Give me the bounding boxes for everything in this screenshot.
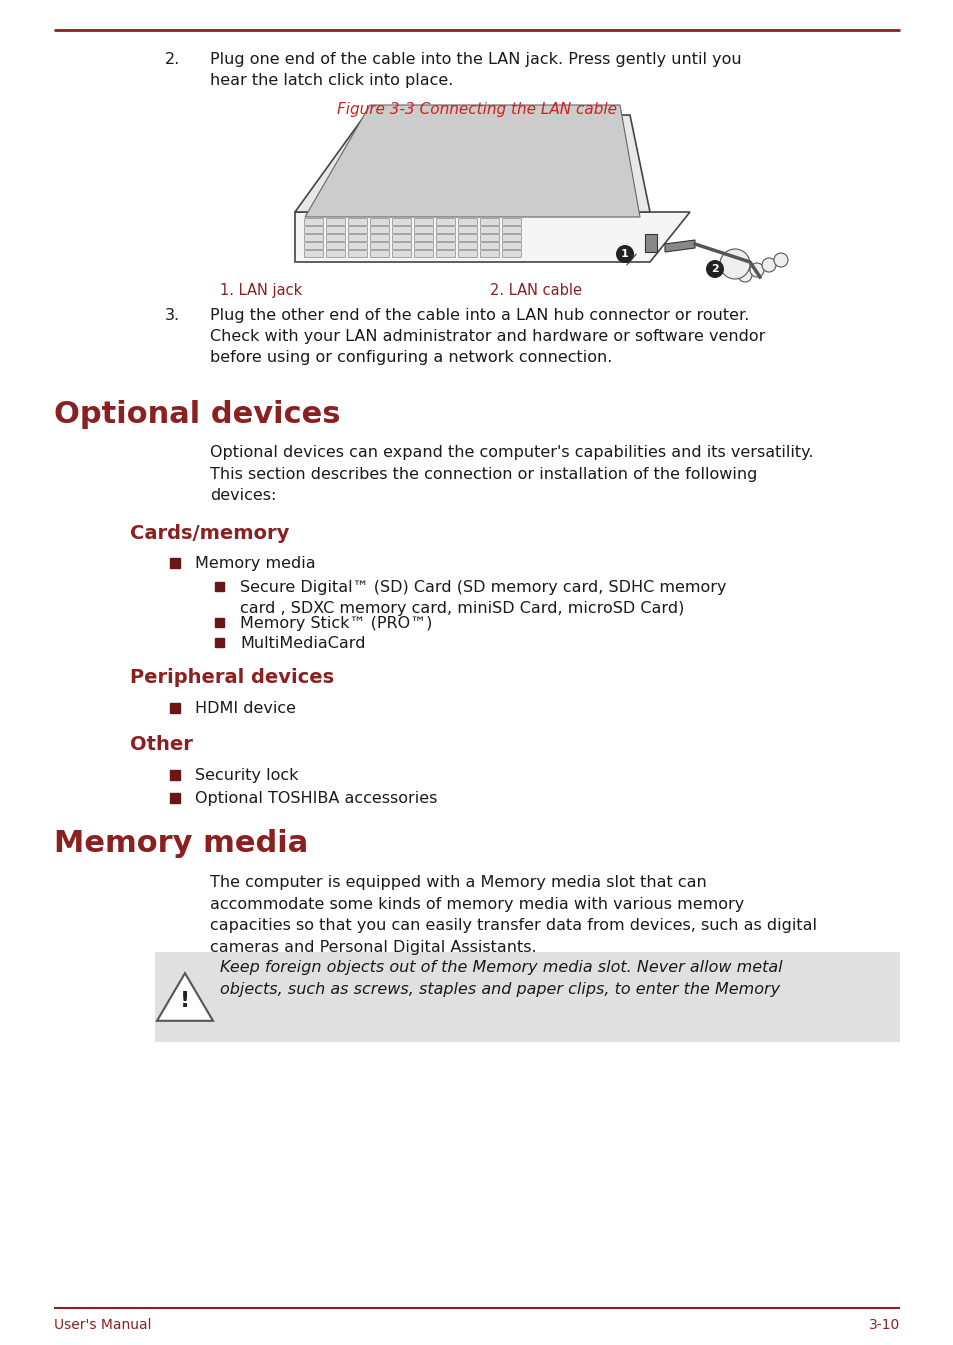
Circle shape: [720, 249, 749, 278]
Text: 1: 1: [620, 249, 628, 260]
FancyBboxPatch shape: [480, 226, 499, 234]
FancyBboxPatch shape: [458, 250, 477, 257]
FancyBboxPatch shape: [392, 234, 411, 242]
Text: Memory Stick™ (PRO™): Memory Stick™ (PRO™): [240, 616, 432, 631]
Bar: [170, 558, 180, 568]
Text: Keep foreign objects out of the Memory media slot. Never allow metal
objects, su: Keep foreign objects out of the Memory m…: [220, 960, 781, 997]
Text: User's Manual: User's Manual: [54, 1318, 152, 1332]
Text: Secure Digital™ (SD) Card (SD memory card, SDHC memory
card , SDXC memory card, : Secure Digital™ (SD) Card (SD memory car…: [240, 580, 726, 616]
FancyBboxPatch shape: [480, 234, 499, 242]
Text: !: !: [180, 991, 190, 1011]
FancyBboxPatch shape: [304, 218, 323, 226]
FancyBboxPatch shape: [480, 218, 499, 226]
FancyBboxPatch shape: [436, 226, 455, 234]
Text: Optional TOSHIBA accessories: Optional TOSHIBA accessories: [194, 791, 436, 806]
Text: 2: 2: [710, 264, 719, 274]
Bar: [214, 582, 224, 590]
Text: 3-10: 3-10: [868, 1318, 899, 1332]
FancyBboxPatch shape: [414, 226, 433, 234]
FancyBboxPatch shape: [502, 234, 521, 242]
Text: 2.: 2.: [165, 52, 180, 67]
FancyBboxPatch shape: [370, 226, 389, 234]
FancyBboxPatch shape: [326, 242, 345, 250]
Polygon shape: [305, 105, 639, 217]
Circle shape: [738, 268, 751, 282]
FancyBboxPatch shape: [348, 234, 367, 242]
Polygon shape: [157, 974, 213, 1021]
FancyBboxPatch shape: [414, 234, 433, 242]
Text: 3.: 3.: [165, 308, 180, 323]
FancyBboxPatch shape: [326, 234, 345, 242]
Bar: [154, 952, 899, 1042]
Circle shape: [705, 260, 723, 278]
FancyBboxPatch shape: [458, 226, 477, 234]
FancyBboxPatch shape: [502, 218, 521, 226]
Text: Plug one end of the cable into the LAN jack. Press gently until you
hear the lat: Plug one end of the cable into the LAN j…: [210, 52, 740, 87]
Text: The computer is equipped with a Memory media slot that can
accommodate some kind: The computer is equipped with a Memory m…: [210, 876, 816, 955]
FancyBboxPatch shape: [348, 250, 367, 257]
FancyBboxPatch shape: [304, 250, 323, 257]
FancyBboxPatch shape: [392, 250, 411, 257]
FancyBboxPatch shape: [502, 242, 521, 250]
FancyBboxPatch shape: [326, 250, 345, 257]
FancyBboxPatch shape: [414, 242, 433, 250]
FancyBboxPatch shape: [436, 218, 455, 226]
FancyBboxPatch shape: [458, 242, 477, 250]
FancyBboxPatch shape: [304, 234, 323, 242]
FancyBboxPatch shape: [458, 218, 477, 226]
FancyBboxPatch shape: [436, 250, 455, 257]
FancyBboxPatch shape: [480, 242, 499, 250]
FancyBboxPatch shape: [348, 218, 367, 226]
FancyBboxPatch shape: [480, 250, 499, 257]
Text: Memory media: Memory media: [54, 829, 308, 858]
Bar: [214, 617, 224, 627]
Text: Optional devices: Optional devices: [54, 399, 340, 429]
Text: Peripheral devices: Peripheral devices: [130, 668, 334, 687]
FancyBboxPatch shape: [414, 218, 433, 226]
Circle shape: [749, 264, 763, 277]
Polygon shape: [294, 213, 689, 262]
FancyBboxPatch shape: [304, 242, 323, 250]
Circle shape: [761, 258, 775, 272]
Text: Optional devices can expand the computer's capabilities and its versatility.
Thi: Optional devices can expand the computer…: [210, 445, 813, 503]
FancyBboxPatch shape: [304, 226, 323, 234]
FancyBboxPatch shape: [458, 234, 477, 242]
Text: 2. LAN cable: 2. LAN cable: [490, 282, 581, 299]
Text: HDMI device: HDMI device: [194, 701, 295, 716]
Text: Figure 3-3 Connecting the LAN cable: Figure 3-3 Connecting the LAN cable: [336, 102, 617, 117]
FancyBboxPatch shape: [436, 234, 455, 242]
FancyBboxPatch shape: [502, 250, 521, 257]
FancyBboxPatch shape: [502, 226, 521, 234]
Bar: [170, 794, 180, 803]
FancyBboxPatch shape: [348, 226, 367, 234]
FancyBboxPatch shape: [370, 218, 389, 226]
Circle shape: [616, 245, 634, 264]
Bar: [170, 769, 180, 780]
FancyBboxPatch shape: [436, 242, 455, 250]
FancyBboxPatch shape: [326, 226, 345, 234]
FancyBboxPatch shape: [370, 234, 389, 242]
Bar: [644, 234, 657, 252]
Text: 1. LAN jack: 1. LAN jack: [220, 282, 302, 299]
Text: MultiMediaCard: MultiMediaCard: [240, 636, 365, 651]
FancyBboxPatch shape: [392, 218, 411, 226]
Polygon shape: [294, 116, 649, 213]
Text: Plug the other end of the cable into a LAN hub connector or router.
Check with y: Plug the other end of the cable into a L…: [210, 308, 764, 364]
FancyBboxPatch shape: [370, 250, 389, 257]
Text: Other: Other: [130, 734, 193, 755]
FancyBboxPatch shape: [348, 242, 367, 250]
Bar: [214, 638, 224, 647]
Circle shape: [773, 253, 787, 268]
Bar: [170, 703, 180, 713]
FancyBboxPatch shape: [326, 218, 345, 226]
FancyBboxPatch shape: [414, 250, 433, 257]
FancyBboxPatch shape: [392, 226, 411, 234]
Text: Memory media: Memory media: [194, 555, 315, 572]
Text: Cards/memory: Cards/memory: [130, 525, 289, 543]
FancyBboxPatch shape: [392, 242, 411, 250]
FancyBboxPatch shape: [370, 242, 389, 250]
Polygon shape: [664, 239, 695, 252]
Text: Security lock: Security lock: [194, 768, 298, 783]
